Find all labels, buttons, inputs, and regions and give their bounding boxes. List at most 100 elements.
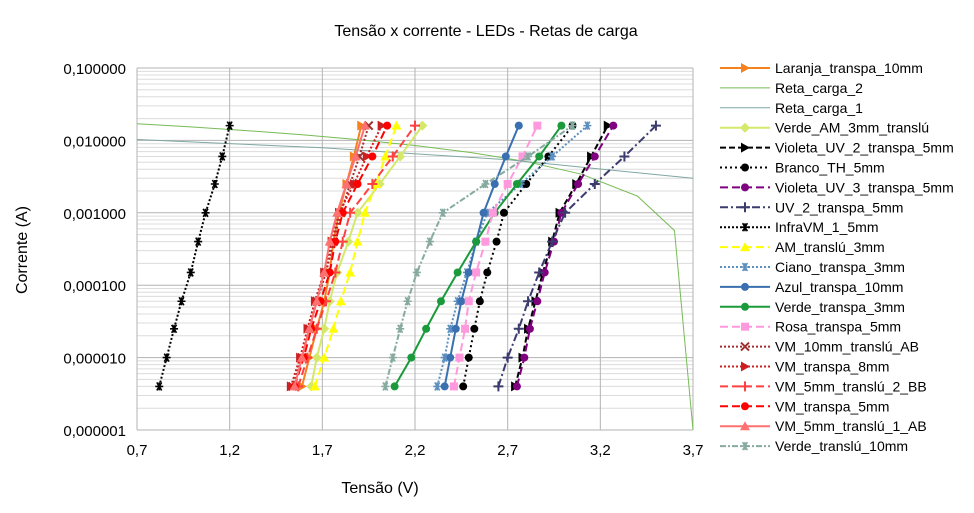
data-point	[422, 324, 431, 333]
data-point	[547, 236, 558, 247]
data-point	[417, 120, 428, 131]
series-line	[136, 138, 694, 179]
data-point	[741, 302, 749, 311]
data-point	[741, 163, 749, 172]
data-point	[225, 121, 234, 131]
data-point	[548, 152, 557, 161]
data-point	[453, 268, 462, 277]
series-line	[443, 125, 520, 387]
legend-label: Verde_translú_10mm	[775, 438, 908, 454]
series-line	[158, 125, 231, 387]
series-line	[289, 125, 383, 387]
data-point	[479, 208, 488, 217]
legend-item: Reta_carga_2	[720, 80, 863, 96]
data-point	[368, 152, 377, 161]
series-verde-transl-10mm	[381, 121, 577, 391]
data-point	[514, 121, 523, 130]
x-axis-label: Tensão (V)	[341, 480, 418, 497]
data-point	[499, 208, 508, 217]
data-point	[741, 142, 750, 153]
grid	[136, 67, 694, 431]
data-point	[741, 222, 749, 232]
data-point	[218, 152, 227, 161]
data-point	[352, 236, 363, 246]
data-point	[412, 268, 421, 277]
legend-item: Laranja_transpa_10mm	[720, 60, 923, 76]
series-line	[497, 124, 657, 387]
data-point	[155, 381, 164, 391]
series-reta-carga-2	[136, 123, 694, 431]
series-line	[297, 125, 416, 387]
legend-label: VM_10mm_translú_AB	[775, 339, 919, 355]
data-point	[345, 207, 356, 218]
data-point	[470, 324, 479, 333]
series-line	[436, 124, 589, 387]
legend: Laranja_transpa_10mm Reta_carga_2 Reta_car…	[720, 60, 954, 454]
data-point	[403, 296, 412, 306]
data-point	[741, 262, 749, 272]
data-point	[481, 237, 490, 246]
legend-item: VM_5mm_translú_1_AB	[720, 418, 927, 434]
series-am-transl-3mm	[309, 120, 402, 391]
series-line	[515, 125, 615, 387]
data-point	[194, 237, 203, 247]
legend-label: InfraVM_1_5mm	[775, 219, 878, 235]
data-point	[472, 268, 481, 277]
data-point	[170, 324, 179, 334]
legend-item: Azul_transpa_10mm	[720, 279, 903, 295]
data-point	[740, 202, 750, 213]
legend-item: VM_transpa_8mm	[720, 359, 889, 375]
data-point	[162, 353, 171, 363]
data-point	[324, 236, 335, 246]
data-point	[457, 297, 466, 306]
data-point	[332, 207, 343, 217]
series-rosa-transpa-5mm	[449, 121, 542, 391]
data-point	[492, 237, 501, 246]
data-point	[513, 323, 524, 334]
legend-label: Violeta_UV_3_transpa_5mm	[775, 179, 954, 195]
x-tick-label: 1,2	[219, 442, 240, 459]
series-line	[293, 125, 389, 387]
legend-label: Rosa_transpa_5mm	[775, 319, 901, 335]
data-point	[210, 179, 219, 189]
data-point	[741, 183, 749, 192]
data-point	[289, 381, 300, 391]
legend-label: VM_5mm_translú_1_AB	[775, 418, 927, 434]
data-point	[425, 237, 434, 247]
data-point	[590, 152, 599, 161]
data-point	[472, 237, 481, 246]
data-point	[311, 296, 322, 306]
data-point	[436, 297, 445, 306]
data-point	[353, 179, 362, 188]
data-point	[319, 352, 330, 362]
legend-label: VM_5mm_translú_2_BB	[775, 378, 927, 394]
data-point	[619, 151, 630, 162]
y-tick-label: 0,000010	[63, 351, 126, 368]
legend-item: Violeta_UV_2_transpa_5mm	[720, 140, 954, 156]
legend-label: Verde_transpa_3mm	[775, 299, 905, 315]
legend-item: Verde_AM_3mm_translú	[720, 120, 929, 136]
x-tick-label: 2,2	[405, 442, 426, 459]
data-point	[449, 382, 458, 391]
data-point	[396, 324, 405, 334]
data-point	[741, 402, 749, 411]
data-point	[390, 382, 399, 391]
chart-title: Tensão x corrente - LEDs - Retas de carg…	[334, 23, 637, 40]
data-point	[440, 382, 449, 391]
series-line	[384, 124, 574, 387]
legend-item: Verde_transpa_3mm	[720, 299, 905, 315]
y-tick-label: 0,001000	[63, 206, 126, 223]
data-point	[589, 178, 600, 189]
data-point	[433, 381, 442, 391]
data-point	[381, 381, 390, 391]
data-point	[367, 178, 378, 189]
legend-label: UV_2_transpa_5mm	[775, 199, 903, 215]
legend-label: Ciano_transpa_3mm	[775, 259, 905, 275]
legend-item: Reta_carga_1	[720, 100, 863, 116]
data-point	[740, 421, 750, 431]
series-line	[393, 125, 563, 387]
legend-label: Verde_AM_3mm_translú	[775, 120, 929, 136]
data-point	[603, 120, 613, 131]
legend-item: AM_translú_3mm	[720, 239, 885, 255]
